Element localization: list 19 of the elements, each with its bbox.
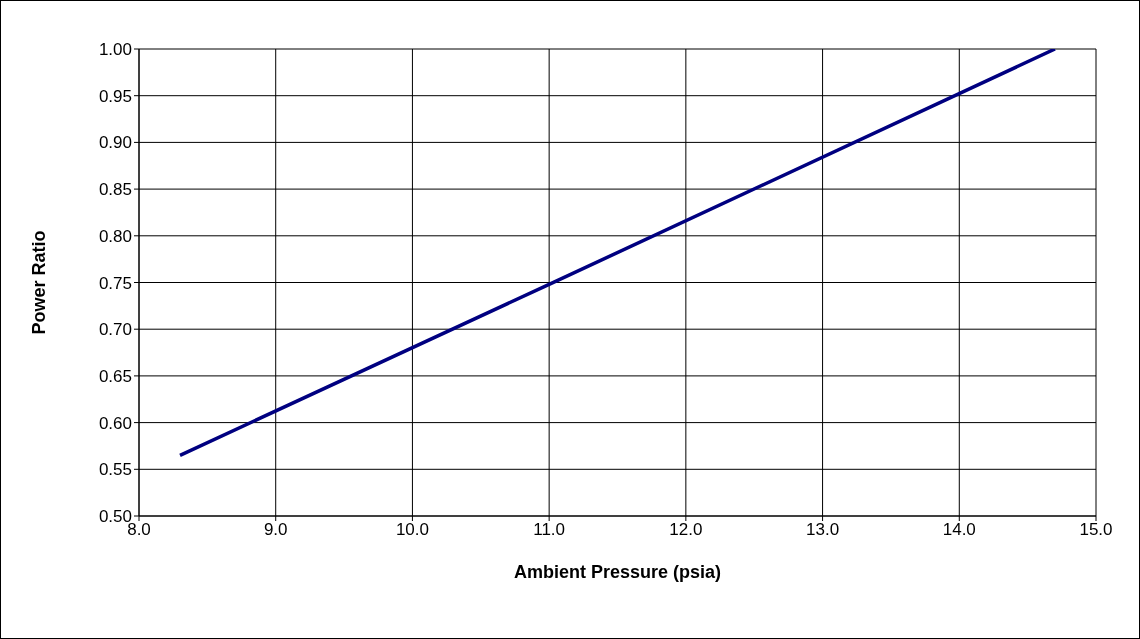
y-tick-label: 0.90: [98, 133, 132, 153]
x-tick-label: 9.0: [263, 520, 288, 540]
y-tick-label: 0.75: [98, 273, 132, 293]
y-tick-label: 0.55: [98, 460, 132, 480]
x-axis-title: Ambient Pressure (psia): [513, 562, 722, 582]
x-tick-label: 12.0: [669, 520, 703, 540]
x-tick-label: 10.0: [395, 520, 429, 540]
x-tick-label: 14.0: [942, 520, 976, 540]
x-tick-label: 15.0: [1079, 520, 1113, 540]
y-tick-label: 0.80: [98, 226, 132, 246]
y-tick-label: 0.95: [98, 86, 132, 106]
y-axis-title: Power Ratio: [29, 230, 50, 335]
x-tick-label: 11.0: [533, 520, 566, 540]
y-tick-label: 0.65: [98, 366, 132, 386]
y-tick-label: 1.00: [98, 40, 132, 60]
x-tick-label: 13.0: [806, 520, 840, 540]
y-tick-label: 0.60: [98, 413, 132, 433]
y-tick-label: 0.85: [98, 180, 132, 200]
y-tick-label: 0.70: [98, 320, 132, 340]
